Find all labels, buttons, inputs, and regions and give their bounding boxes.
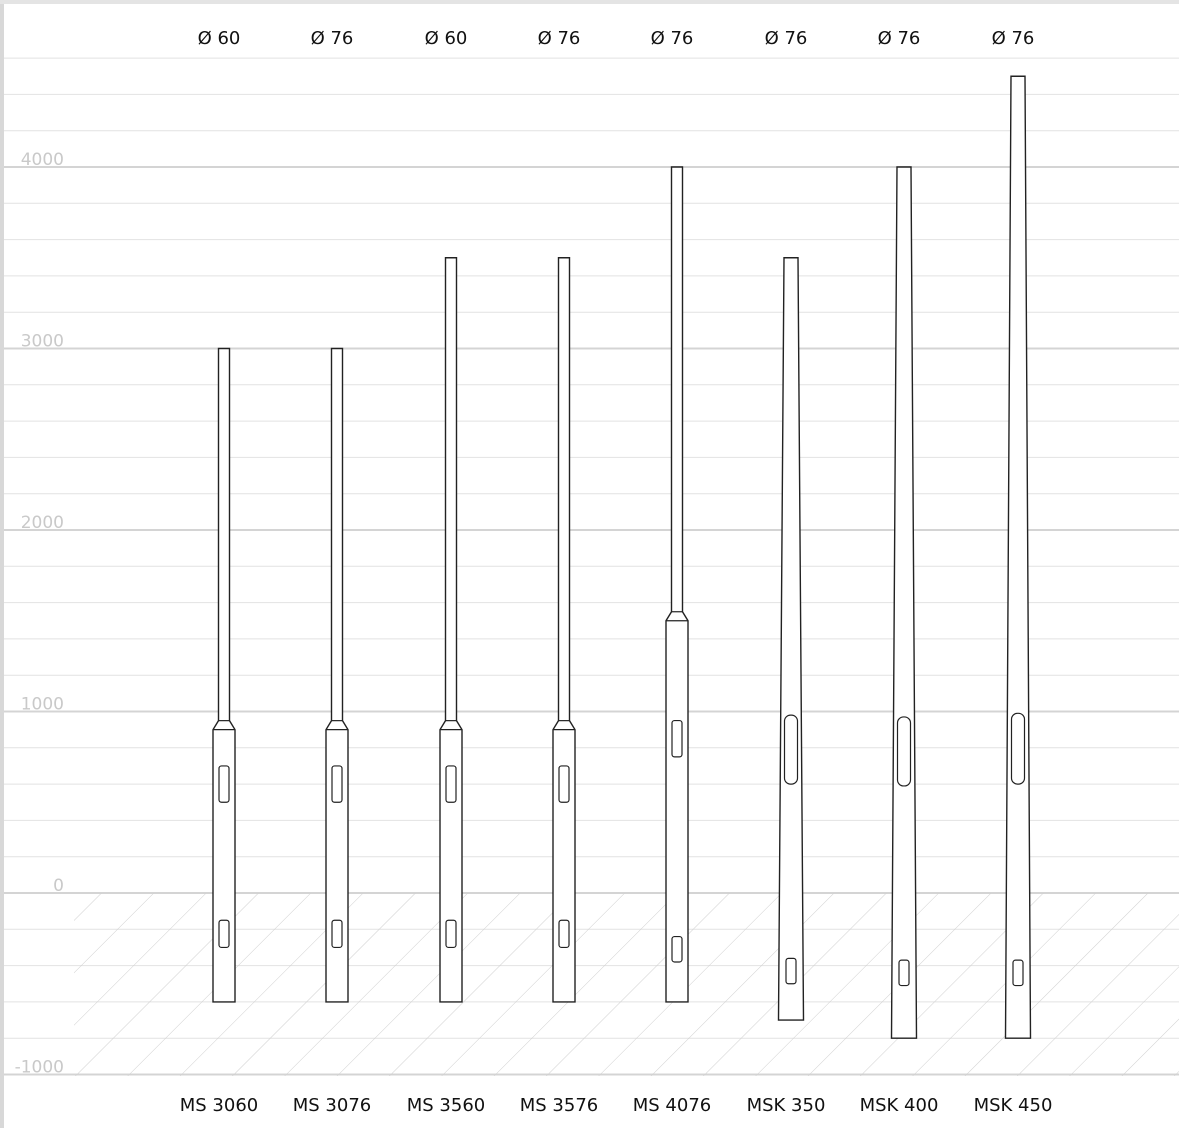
y-axis-ticks: 4000 3000 2000 1000 0 -1000 xyxy=(15,150,64,1078)
pole-diameter-label: Ø 60 xyxy=(425,28,468,49)
pole-shaft xyxy=(212,347,236,1003)
pole-name-label: MS 3576 xyxy=(520,1095,599,1116)
pole-ms-3060 xyxy=(212,347,236,1003)
pole-diameter-label: Ø 76 xyxy=(765,28,808,49)
pole-ms-3076 xyxy=(325,347,349,1003)
pole-diameter-label: Ø 76 xyxy=(311,28,354,49)
pole-shaft xyxy=(665,166,689,1003)
pole-ms-3560 xyxy=(439,257,463,1003)
cable-entry xyxy=(558,919,570,949)
cable-entry xyxy=(785,957,797,985)
service-door xyxy=(671,719,683,758)
pole-name-label: MSK 450 xyxy=(974,1095,1053,1116)
ground-hatch xyxy=(74,893,1179,1076)
pole-diameter-label: Ø 76 xyxy=(538,28,581,49)
y-tick-label: 3000 xyxy=(21,332,64,352)
y-tick-label: -1000 xyxy=(15,1058,64,1078)
y-tick-label: 4000 xyxy=(21,150,64,170)
pole-ms-3576 xyxy=(552,257,576,1003)
pole-name-label: MS 3060 xyxy=(180,1095,259,1116)
pole-msk-400 xyxy=(890,166,918,1039)
y-tick-label: 0 xyxy=(53,876,64,896)
pole-shaft xyxy=(777,257,805,1021)
pole-name-label: MS 4076 xyxy=(633,1095,712,1116)
service-door xyxy=(783,714,799,785)
pole-shaft xyxy=(1004,75,1032,1039)
service-door xyxy=(445,765,457,803)
pole-shaft xyxy=(890,166,918,1039)
service-door xyxy=(331,765,343,803)
pole-name-label: MS 3076 xyxy=(293,1095,372,1116)
pole-shaft xyxy=(325,347,349,1003)
service-door xyxy=(1010,712,1026,785)
pole-diameter-label: Ø 76 xyxy=(878,28,921,49)
pole-shaft xyxy=(439,257,463,1003)
pole-msk-350 xyxy=(777,257,805,1021)
pole-msk-450 xyxy=(1004,75,1032,1039)
pole-diameter-label: Ø 76 xyxy=(651,28,694,49)
pole-name-label: MSK 400 xyxy=(860,1095,939,1116)
top-frame-border xyxy=(0,0,1179,4)
pole-name-label: MSK 350 xyxy=(747,1095,826,1116)
service-door xyxy=(218,765,230,803)
pole-ms-4076 xyxy=(665,166,689,1003)
cable-entry xyxy=(671,935,683,963)
cable-entry xyxy=(331,919,343,949)
cable-entry xyxy=(1012,959,1024,987)
pole-diameter-label: Ø 60 xyxy=(198,28,241,49)
service-door xyxy=(558,765,570,803)
service-door xyxy=(896,716,912,787)
left-frame-border xyxy=(0,0,4,1128)
y-tick-label: 1000 xyxy=(21,695,64,715)
cable-entry xyxy=(898,959,910,987)
y-tick-label: 2000 xyxy=(21,513,64,533)
poles xyxy=(212,75,1032,1039)
pole-labels: Ø 60 MS 3060 Ø 76 MS 3076 Ø 60 MS 3560 Ø 76 MS … xyxy=(180,28,1053,1116)
cable-entry xyxy=(218,919,230,949)
pole-name-label: MS 3560 xyxy=(407,1095,486,1116)
pole-diameter-label: Ø 76 xyxy=(992,28,1035,49)
pole-shaft xyxy=(552,257,576,1003)
cable-entry xyxy=(445,919,457,949)
